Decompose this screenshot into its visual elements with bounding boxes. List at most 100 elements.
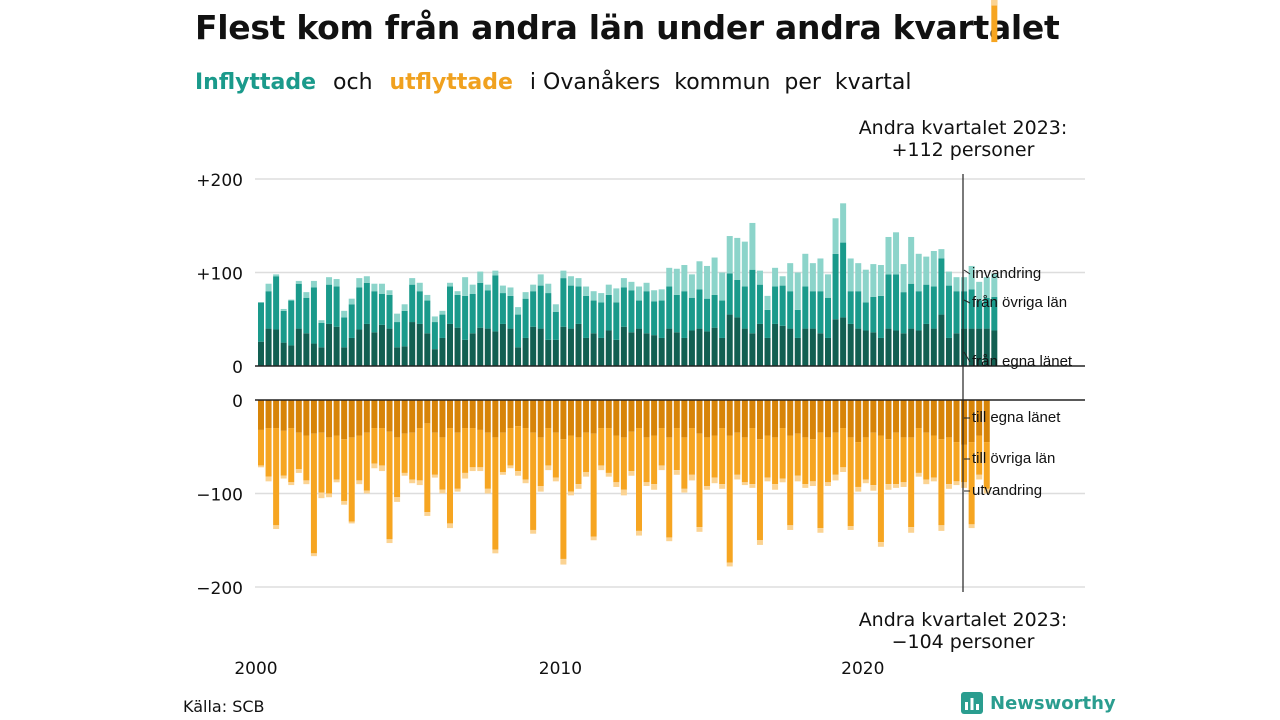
bar-out-own — [522, 400, 529, 429]
bar-in-other — [643, 291, 650, 334]
bar-in-other — [900, 292, 907, 334]
bar-in-own — [968, 328, 975, 366]
bar-in-abroad — [605, 284, 612, 295]
bar-in-own — [605, 330, 612, 366]
bar-in-own — [273, 329, 280, 366]
bar-out-abroad — [862, 479, 869, 484]
bar-out-other — [545, 428, 552, 466]
inflow-bar-2010 Q1 — [560, 270, 567, 366]
outflow-bar-2003 Q1 — [348, 400, 355, 524]
bar-out-other — [363, 432, 370, 491]
bar-out-other — [983, 442, 990, 489]
bar-out-abroad — [983, 488, 990, 494]
inflow-bar-2021 Q3 — [908, 236, 915, 366]
bar-out-other — [469, 428, 476, 468]
annotation-top-line1: Andra kvartalet 2023: — [859, 117, 1068, 139]
bar-out-other — [741, 437, 748, 483]
bar-in-own — [356, 329, 363, 366]
bar-out-own — [394, 400, 401, 438]
bar-in-own — [280, 342, 287, 366]
bar-out-other — [976, 435, 983, 475]
outflow-bar-2023 Q2 — [961, 400, 968, 488]
bar-in-own — [726, 314, 733, 366]
bar-in-other — [310, 287, 317, 344]
bar-out-abroad — [394, 497, 401, 502]
subtitle-rest: i Ovanåkers kommun per kvartal — [529, 70, 912, 95]
inflow-bar-2009 Q3 — [545, 283, 552, 366]
bar-in-abroad — [560, 270, 567, 279]
bar-out-other — [719, 428, 726, 485]
bar-in-abroad — [477, 271, 484, 283]
bar-in-abroad — [363, 276, 370, 283]
bar-out-abroad — [628, 471, 635, 476]
bar-out-own — [764, 400, 771, 436]
inflow-bar-2010 Q3 — [575, 278, 582, 366]
bar-in-other — [522, 298, 529, 338]
bar-in-abroad — [961, 277, 968, 292]
bar-in-own — [915, 330, 922, 366]
bar-out-other — [809, 439, 816, 482]
bar-out-own — [658, 400, 665, 429]
outflow-bar-2018 Q2 — [809, 400, 816, 487]
bar-out-other — [356, 435, 363, 481]
outflow-bar-2019 Q2 — [840, 400, 847, 472]
bar-out-abroad — [908, 527, 915, 533]
bar-in-abroad — [492, 270, 499, 276]
bar-in-other — [968, 289, 975, 329]
bar-out-abroad — [378, 465, 385, 472]
bar-out-other — [855, 442, 862, 487]
bar-in-abroad — [923, 256, 930, 285]
bar-out-other — [938, 439, 945, 526]
bar-in-other — [961, 291, 968, 329]
bar-in-abroad — [741, 241, 748, 287]
bar-out-abroad — [961, 482, 968, 488]
outflow-bar-2012 Q2 — [628, 400, 635, 476]
bar-in-other — [469, 294, 476, 334]
inflow-bar-2013 Q2 — [658, 289, 665, 366]
bar-in-other — [620, 287, 627, 327]
outflow-bar-2003 Q3 — [363, 400, 370, 494]
bar-out-own — [288, 400, 295, 429]
outflow-bar-2012 Q1 — [620, 400, 627, 496]
bar-in-abroad — [651, 290, 658, 302]
bar-in-abroad — [840, 203, 847, 243]
bar-out-own — [469, 400, 476, 429]
bar-out-abroad — [386, 539, 393, 544]
bar-in-other — [348, 304, 355, 338]
bar-out-other — [288, 428, 295, 483]
bar-in-other — [303, 297, 310, 334]
bar-in-other — [499, 293, 506, 324]
bar-out-other — [968, 442, 975, 525]
bar-out-other — [273, 428, 280, 526]
bar-in-own — [303, 333, 310, 366]
inflow-bar-2001 Q2 — [295, 280, 302, 366]
outflow-bar-2017 Q4 — [794, 400, 801, 482]
bar-out-other — [401, 433, 408, 473]
bar-in-other — [273, 276, 280, 330]
bar-in-abroad — [772, 267, 779, 287]
bar-out-abroad — [825, 482, 831, 487]
outflow-bar-2011 Q3 — [605, 400, 612, 477]
bar-out-abroad — [938, 525, 945, 531]
outflow-bar-2010 Q4 — [583, 400, 590, 477]
bar-out-own — [779, 400, 786, 429]
bar-out-abroad — [673, 470, 680, 475]
chart-subtitle: Inflyttade och utflyttade i Ovanåkers ko… — [195, 70, 921, 95]
inflow-bar-2007 Q3 — [484, 284, 491, 366]
bar-out-own — [673, 400, 680, 429]
newsworthy-logo[interactable]: Newsworthy — [961, 692, 1116, 714]
bar-in-own — [825, 337, 831, 366]
bar-out-other — [409, 432, 416, 480]
bar-out-abroad — [688, 474, 695, 481]
bar-out-abroad — [817, 528, 824, 533]
outflow-bar-2015 Q1 — [711, 400, 718, 484]
bar-out-own — [885, 400, 892, 440]
bar-in-abroad — [613, 288, 620, 303]
x-tick-label: 2020 — [841, 659, 884, 679]
bar-out-other — [991, 0, 998, 43]
bar-in-other — [386, 294, 393, 329]
bar-in-other — [832, 253, 839, 320]
bar-in-other — [953, 291, 960, 334]
bar-in-abroad — [893, 232, 900, 275]
